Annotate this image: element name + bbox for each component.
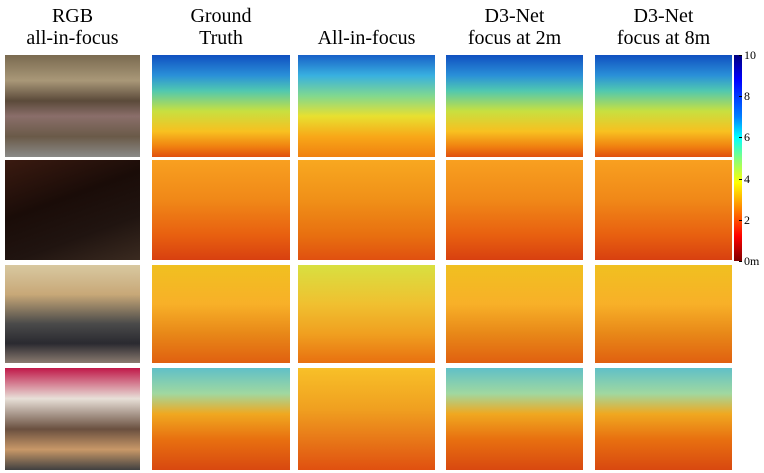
depth-map (446, 55, 583, 157)
depth-map (298, 265, 435, 363)
colorbar-tick (739, 96, 742, 97)
depth-map (446, 368, 583, 470)
column-header: RGB (0, 5, 148, 27)
depth-map (595, 368, 732, 470)
column-header: All-in-focus (292, 27, 442, 49)
rgb-image (5, 55, 140, 157)
colorbar-tick-label: 10 (744, 49, 756, 61)
colorbar-tick-label: 6 (744, 131, 750, 143)
rgb-image (5, 160, 140, 260)
colorbar-tick (739, 55, 742, 56)
column-header: all-in-focus (0, 27, 148, 49)
depth-map (152, 265, 290, 363)
colorbar-tick-label: 0m (744, 255, 759, 267)
rgb-image (5, 368, 140, 470)
depth-map (595, 265, 732, 363)
colorbar-tick (739, 261, 742, 262)
colorbar-tick-label: 8 (744, 90, 750, 102)
depth-map (152, 55, 290, 157)
colorbar-tick-label: 4 (744, 173, 750, 185)
colorbar (734, 55, 742, 261)
depth-map (595, 55, 732, 157)
rgb-image (5, 265, 140, 363)
column-header: Truth (146, 27, 296, 49)
depth-map (298, 160, 435, 260)
depth-map (446, 160, 583, 260)
column-header: D3-Net (440, 5, 590, 27)
column-header: D3-Net (589, 5, 739, 27)
column-header: focus at 8m (589, 27, 739, 49)
depth-map (446, 265, 583, 363)
column-header: Ground (146, 5, 296, 27)
depth-map (595, 160, 732, 260)
depth-map (152, 160, 290, 260)
depth-map (298, 55, 435, 157)
depth-map (152, 368, 290, 470)
figure: RGBall-in-focusGroundTruthAll-in-focusD3… (0, 0, 764, 473)
colorbar-tick (739, 220, 742, 221)
colorbar-tick (739, 179, 742, 180)
column-header: focus at 2m (440, 27, 590, 49)
depth-map (298, 368, 435, 470)
colorbar-tick (739, 137, 742, 138)
colorbar-tick-label: 2 (744, 214, 750, 226)
